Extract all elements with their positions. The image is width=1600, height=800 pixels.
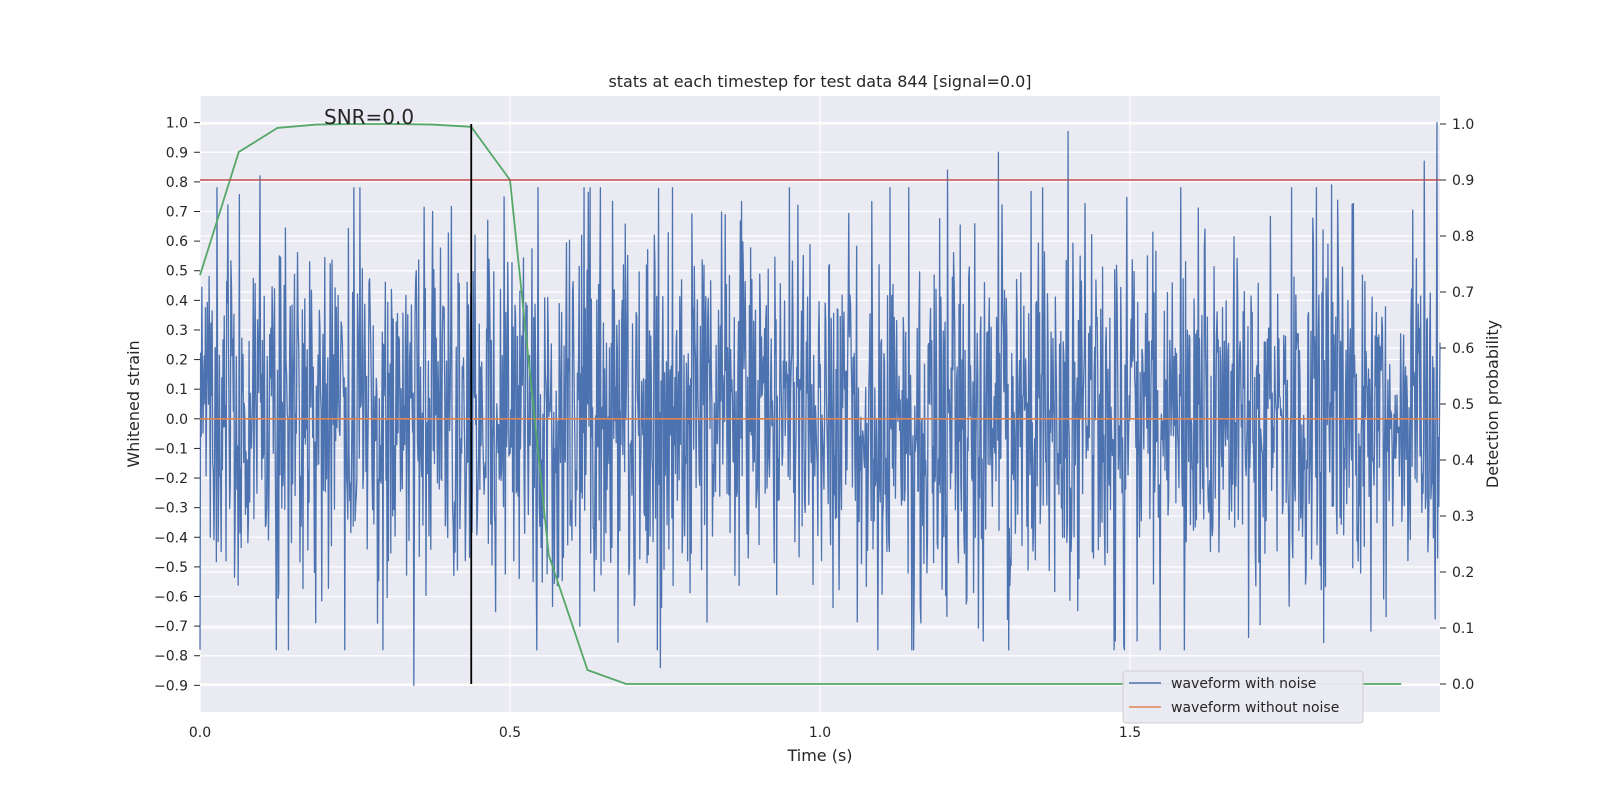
y2-axis-label: Detection probability	[1483, 320, 1502, 488]
y-tick-label: 0.9	[166, 145, 188, 161]
legend-label-noise: waveform with noise	[1171, 676, 1316, 692]
y2-tick-label: 1.0	[1452, 117, 1474, 133]
x-axis: 0.0 0.5 1.0 1.5	[189, 725, 1141, 741]
y2-tick-label: 0.9	[1452, 173, 1474, 189]
y-tick-label: −0.4	[154, 530, 188, 546]
x-tick-label: 0.0	[189, 725, 211, 741]
x-tick-label: 1.0	[809, 725, 831, 741]
y-tick-label: 1.0	[166, 116, 188, 132]
series-waveform-with-noise	[199, 122, 1441, 686]
y-tick-label: 0.7	[166, 205, 188, 221]
y-tick-label: 0.8	[166, 175, 188, 191]
y2-tick-label: 0.7	[1452, 285, 1474, 301]
y-axis-right: 1.0 0.9 0.8 0.7 0.6 0.5 0.4 0.3 0.2 0.1 0.0	[1440, 117, 1474, 693]
x-tick-label: 1.5	[1119, 725, 1141, 741]
y-tick-label: −0.3	[154, 501, 188, 517]
y-tick-label: −0.9	[154, 678, 188, 694]
y2-tick-label: 0.3	[1452, 509, 1474, 525]
y-axis-left: 1.0 0.9 0.8 0.7 0.6 0.5 0.4 0.3 0.2 0.1 0.0 −0.1 −0.…	[154, 116, 200, 694]
y-tick-label: −0.2	[154, 471, 188, 487]
y-tick-label: −0.7	[154, 619, 188, 635]
snr-annotation: SNR=0.0	[324, 105, 414, 129]
y-tick-label: −0.1	[154, 441, 188, 457]
y-tick-label: −0.5	[154, 560, 188, 576]
x-axis-label: Time (s)	[786, 746, 852, 765]
y-tick-label: 0.5	[166, 264, 188, 280]
y-tick-label: −0.8	[154, 649, 188, 665]
y-tick-label: 0.6	[166, 234, 188, 250]
y2-tick-label: 0.2	[1452, 565, 1474, 581]
legend-box	[1122, 670, 1364, 724]
y2-tick-label: 0.4	[1452, 453, 1474, 469]
chart-title: stats at each timestep for test data 844…	[608, 72, 1031, 91]
y-tick-label: −0.6	[154, 590, 188, 606]
y-tick-label: 0.4	[166, 293, 188, 309]
y2-tick-label: 0.0	[1452, 677, 1474, 693]
legend-label-clean: waveform without noise	[1171, 700, 1339, 716]
y-tick-label: 0.3	[166, 323, 188, 339]
x-tick-label: 0.5	[499, 725, 521, 741]
y-tick-label: 0.2	[166, 353, 188, 369]
y2-tick-label: 0.1	[1452, 621, 1474, 637]
y2-tick-label: 0.6	[1452, 341, 1474, 357]
y-tick-label: 0.1	[166, 382, 188, 398]
y2-tick-label: 0.5	[1452, 397, 1474, 413]
legend: waveform with noise waveform without noi…	[1122, 670, 1364, 724]
y2-tick-label: 0.8	[1452, 229, 1474, 245]
y-axis-label: Whitened strain	[124, 340, 143, 467]
y-tick-label: 0.0	[166, 412, 188, 428]
